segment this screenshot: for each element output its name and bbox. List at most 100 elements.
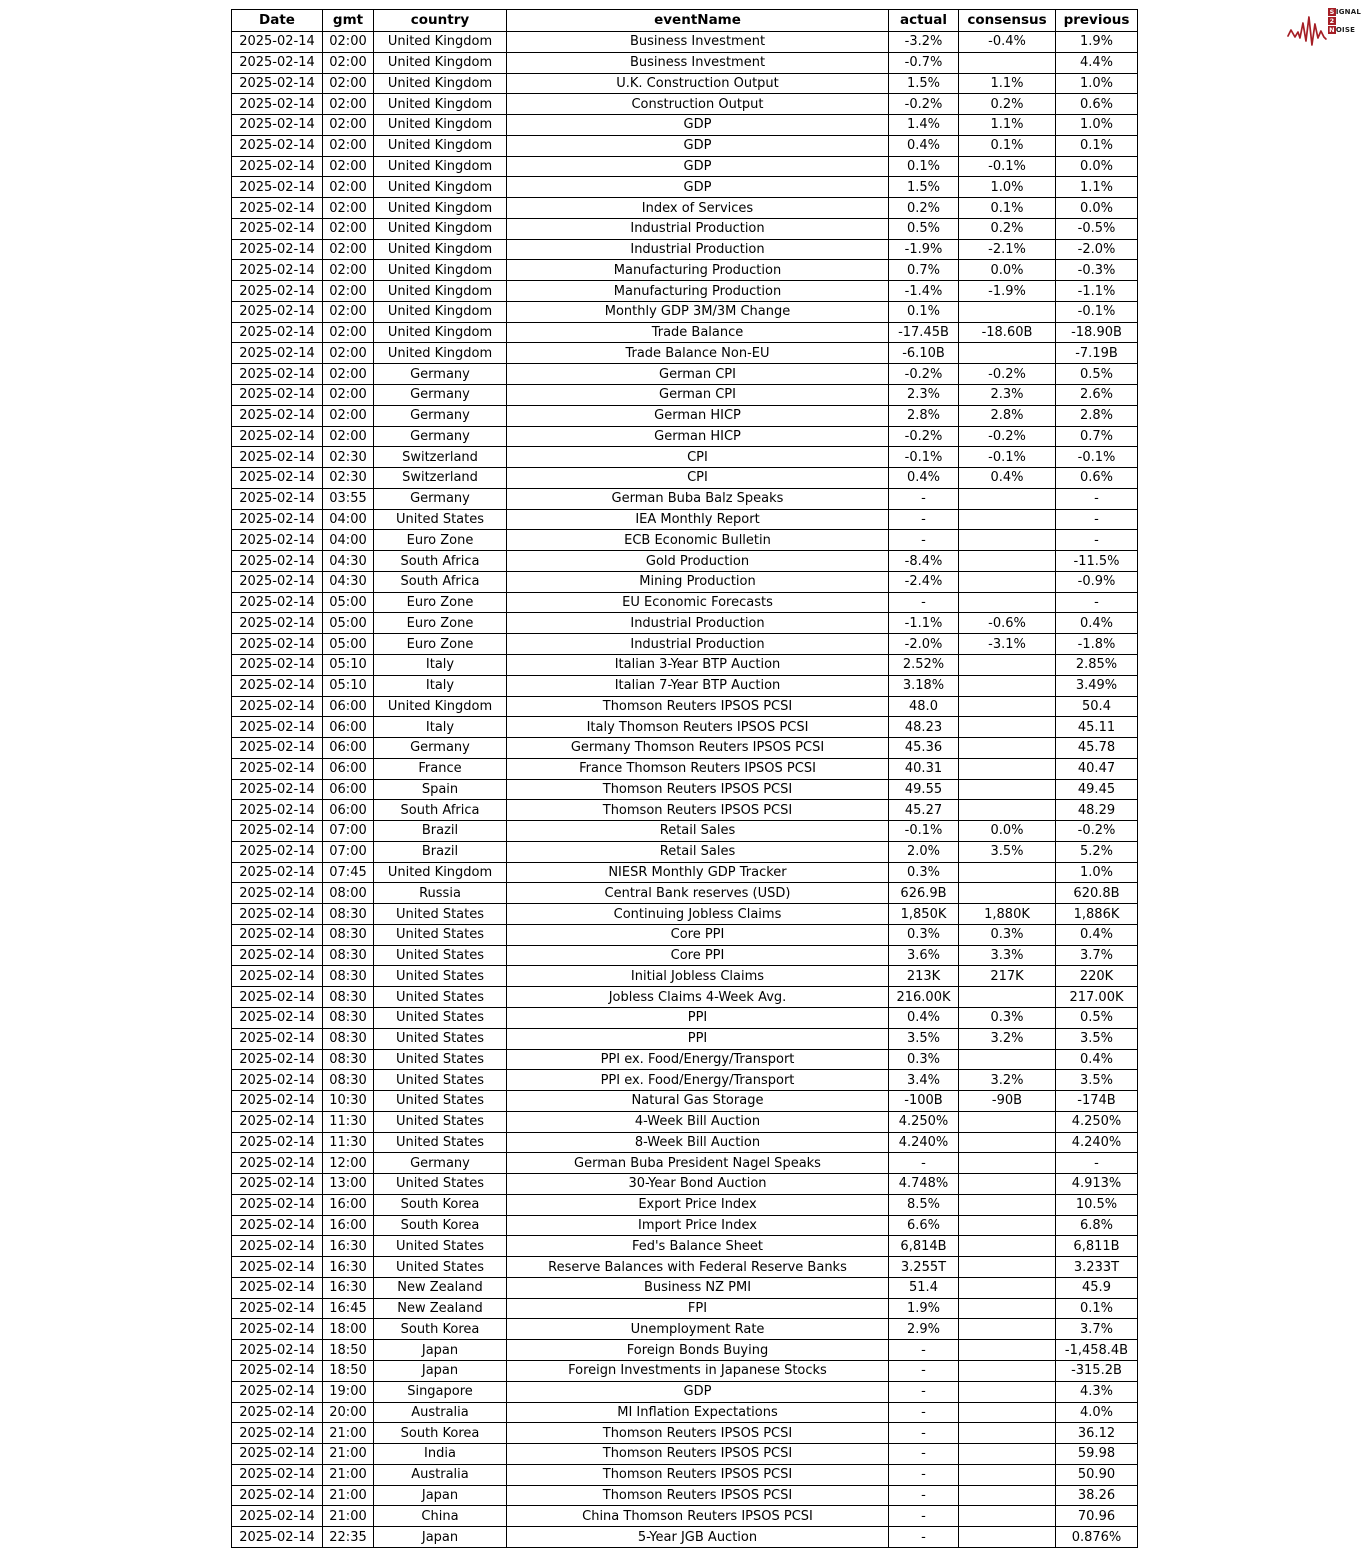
table-row: 2025-02-14 16:30 United States Reserve Bala… xyxy=(231,1256,1138,1278)
cell-country: United Kingdom xyxy=(373,259,507,282)
logo-letter-square-s: S xyxy=(1327,7,1336,16)
cell-country: Euro Zone xyxy=(373,612,507,635)
cell-actual: 0.4% xyxy=(888,1006,959,1029)
cell-country: India xyxy=(373,1443,507,1465)
cell-country: Germany xyxy=(373,425,507,448)
cell-country: Australia xyxy=(373,1401,507,1424)
cell-gmt: 21:00 xyxy=(322,1422,374,1445)
cell-date: 2025-02-14 xyxy=(231,840,323,863)
cell-date: 2025-02-14 xyxy=(231,1526,323,1548)
cell-actual: - xyxy=(888,1339,959,1361)
cell-consensus xyxy=(958,300,1056,323)
cell-actual: 6.6% xyxy=(888,1214,959,1237)
cell-previous: 0.876% xyxy=(1055,1526,1138,1548)
cell-date: 2025-02-14 xyxy=(231,653,323,676)
table-row: 2025-02-14 11:30 United States 8-Week Bill … xyxy=(231,1131,1138,1154)
cell-consensus xyxy=(958,1360,1056,1382)
cell-date: 2025-02-14 xyxy=(231,716,323,739)
cell-country: United Kingdom xyxy=(373,197,507,219)
cell-gmt: 02:00 xyxy=(322,31,374,53)
cell-consensus: 0.4% xyxy=(958,467,1056,489)
cell-consensus xyxy=(958,716,1056,739)
cell-previous: 38.26 xyxy=(1055,1484,1138,1507)
cell-date: 2025-02-14 xyxy=(231,1027,323,1050)
cell-previous: 220K xyxy=(1055,965,1138,988)
cell-date: 2025-02-14 xyxy=(231,778,323,801)
cell-consensus: 2.3% xyxy=(958,384,1056,406)
cell-consensus xyxy=(958,1256,1056,1278)
cell-previous: 0.0% xyxy=(1055,197,1138,219)
cell-consensus xyxy=(958,1318,1056,1341)
cell-previous: 4.3% xyxy=(1055,1380,1138,1403)
cell-actual: 2.0% xyxy=(888,840,959,863)
cell-date: 2025-02-14 xyxy=(231,1318,323,1341)
cell-actual: 0.1% xyxy=(888,155,959,178)
cell-previous: -0.9% xyxy=(1055,570,1138,593)
cell-date: 2025-02-14 xyxy=(231,612,323,635)
cell-date: 2025-02-14 xyxy=(231,155,323,178)
cell-event-name: Italy Thomson Reuters IPSOS PCSI xyxy=(506,716,889,739)
cell-actual: 4.748% xyxy=(888,1173,959,1195)
cell-gmt: 20:00 xyxy=(322,1401,374,1424)
cell-actual: 3.255T xyxy=(888,1256,959,1278)
cell-actual: 0.1% xyxy=(888,300,959,323)
cell-date: 2025-02-14 xyxy=(231,737,323,759)
cell-consensus: 217K xyxy=(958,965,1056,988)
table-row: 2025-02-14 21:00 China China Thomson Reuter… xyxy=(231,1505,1138,1528)
table-row: 2025-02-14 21:00 South Korea Thomson Reuter… xyxy=(231,1422,1138,1445)
cell-event-name: CPI xyxy=(506,446,889,469)
table-row: 2025-02-14 05:00 Euro Zone Industrial Produ… xyxy=(231,612,1138,635)
cell-previous: 45.9 xyxy=(1055,1276,1138,1299)
cell-consensus xyxy=(958,1401,1056,1424)
cell-actual: 2.9% xyxy=(888,1318,959,1341)
column-header-event-name: eventName xyxy=(506,9,889,32)
table-row: 2025-02-14 08:30 United States Core PPI 0.3%… xyxy=(231,923,1138,946)
cell-date: 2025-02-14 xyxy=(231,217,323,240)
cell-country: Germany xyxy=(373,737,507,759)
cell-actual: 0.2% xyxy=(888,197,959,219)
cell-gmt: 21:00 xyxy=(322,1463,374,1486)
cell-actual: -6.10B xyxy=(888,342,959,365)
table-row: 2025-02-14 08:30 United States PPI 0.4% 0.3% 0… xyxy=(231,1006,1138,1029)
cell-previous: -1.1% xyxy=(1055,280,1138,302)
cell-consensus: 1.0% xyxy=(958,176,1056,199)
cell-actual: - xyxy=(888,1401,959,1424)
table-row: 2025-02-14 02:00 United Kingdom Monthly GDP… xyxy=(231,300,1138,323)
cell-date: 2025-02-14 xyxy=(231,1006,323,1029)
cell-event-name: Industrial Production xyxy=(506,612,889,635)
cell-event-name: France Thomson Reuters IPSOS PCSI xyxy=(506,757,889,780)
cell-date: 2025-02-14 xyxy=(231,1484,323,1507)
cell-consensus: 0.2% xyxy=(958,217,1056,240)
cell-date: 2025-02-14 xyxy=(231,1297,323,1320)
heartbeat-waveform-icon xyxy=(1287,16,1327,46)
cell-previous: 4.913% xyxy=(1055,1173,1138,1195)
column-header-date: Date xyxy=(231,9,323,32)
cell-date: 2025-02-14 xyxy=(231,944,323,967)
cell-actual: - xyxy=(888,1422,959,1445)
cell-date: 2025-02-14 xyxy=(231,404,323,427)
cell-consensus: -0.4% xyxy=(958,31,1056,53)
cell-previous: 1.0% xyxy=(1055,72,1138,95)
cell-event-name: Thomson Reuters IPSOS PCSI xyxy=(506,799,889,822)
cell-actual: 216.00K xyxy=(888,986,959,1008)
cell-actual: 0.3% xyxy=(888,1048,959,1071)
cell-date: 2025-02-14 xyxy=(231,93,323,116)
cell-gmt: 02:00 xyxy=(322,259,374,282)
cell-country: South Korea xyxy=(373,1422,507,1445)
cell-date: 2025-02-14 xyxy=(231,425,323,448)
cell-date: 2025-02-14 xyxy=(231,1276,323,1299)
cell-event-name: GDP xyxy=(506,1380,889,1403)
table-row: 2025-02-14 21:00 Australia Thomson Reuters … xyxy=(231,1463,1138,1486)
cell-date: 2025-02-14 xyxy=(231,446,323,469)
cell-date: 2025-02-14 xyxy=(231,1339,323,1361)
table-row: 2025-02-14 02:00 United Kingdom U.K. Constr… xyxy=(231,72,1138,95)
cell-previous: 0.4% xyxy=(1055,923,1138,946)
cell-event-name: Thomson Reuters IPSOS PCSI xyxy=(506,1484,889,1507)
cell-event-name: Fed's Balance Sheet xyxy=(506,1235,889,1258)
cell-consensus xyxy=(958,1484,1056,1507)
table-row: 2025-02-14 19:00 Singapore GDP - 4.3% xyxy=(231,1380,1138,1403)
cell-gmt: 07:00 xyxy=(322,820,374,842)
cell-date: 2025-02-14 xyxy=(231,1505,323,1528)
cell-gmt: 05:00 xyxy=(322,591,374,614)
cell-event-name: Trade Balance xyxy=(506,321,889,344)
